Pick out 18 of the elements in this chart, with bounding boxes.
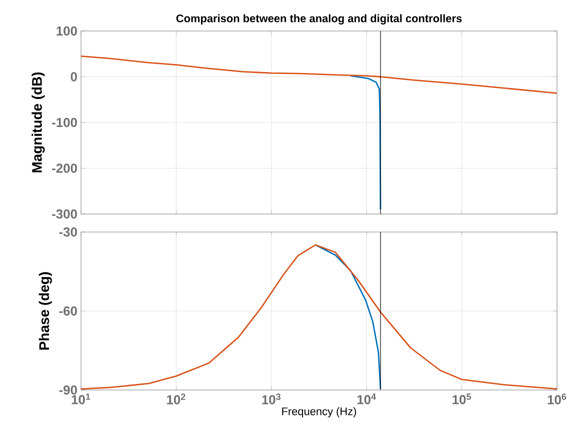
x-tick-label: 10$^{4}$ bbox=[357, 394, 376, 404]
y-tick-label: -60 bbox=[59, 306, 77, 316]
y-tick-label: -300 bbox=[52, 209, 77, 219]
y-tick-label: -90 bbox=[59, 385, 77, 395]
x-tick-label: 10$^{6}$ bbox=[548, 394, 566, 404]
y-axis-title: Phase (deg) bbox=[38, 272, 52, 350]
x-axis-title: Frequency (Hz) bbox=[282, 407, 356, 418]
y-axis-title: Magnitude (dB) bbox=[32, 72, 45, 172]
y-tick-label: 0 bbox=[70, 72, 77, 82]
y-tick-label: -100 bbox=[52, 118, 77, 128]
x-tick-label: 10$^{2}$ bbox=[167, 394, 186, 404]
x-tick-label: 10$^{1}$ bbox=[72, 394, 90, 404]
y-tick-label: 100 bbox=[56, 26, 77, 36]
x-tick-label: 10$^{5}$ bbox=[452, 394, 472, 404]
x-tick-label: 10$^{3}$ bbox=[262, 394, 281, 404]
chart-title: Comparison between the analog and digital controllers bbox=[176, 14, 462, 25]
y-tick-label: -200 bbox=[52, 164, 77, 173]
y-tick-label: -30 bbox=[59, 227, 77, 237]
